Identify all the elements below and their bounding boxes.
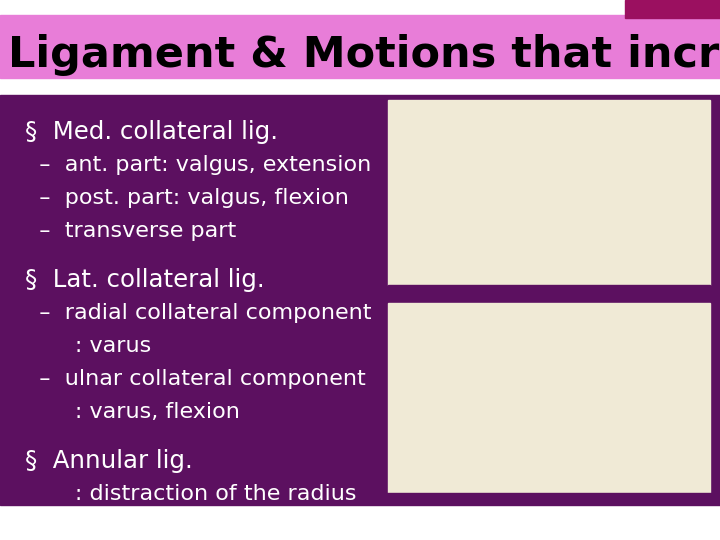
Bar [625, 0, 720, 18]
Bar [388, 285, 710, 303]
Bar [0, 15, 720, 78]
Text: Ligament & Motions that increase tension: Ligament & Motions that increase tension [8, 34, 720, 76]
Text: : varus: : varus [25, 336, 151, 356]
Text: –  transverse part: – transverse part [25, 221, 236, 241]
Text: : distraction of the radius: : distraction of the radius [25, 484, 356, 504]
Bar [0, 95, 720, 495]
Text: –  radial collateral component: – radial collateral component [25, 303, 372, 323]
Text: –  ant. part: valgus, extension: – ant. part: valgus, extension [25, 155, 372, 175]
Bar [388, 303, 710, 493]
Text: §  Lat. collateral lig.: § Lat. collateral lig. [25, 268, 265, 292]
Text: §  Med. collateral lig.: § Med. collateral lig. [25, 120, 278, 144]
Text: : varus, flexion: : varus, flexion [25, 402, 240, 422]
Text: –  ulnar collateral component: – ulnar collateral component [25, 369, 366, 389]
Text: §  Annular lig.: § Annular lig. [25, 449, 193, 473]
Bar [388, 100, 710, 285]
Text: –  post. part: valgus, flexion: – post. part: valgus, flexion [25, 188, 349, 208]
Bar [0, 493, 720, 505]
